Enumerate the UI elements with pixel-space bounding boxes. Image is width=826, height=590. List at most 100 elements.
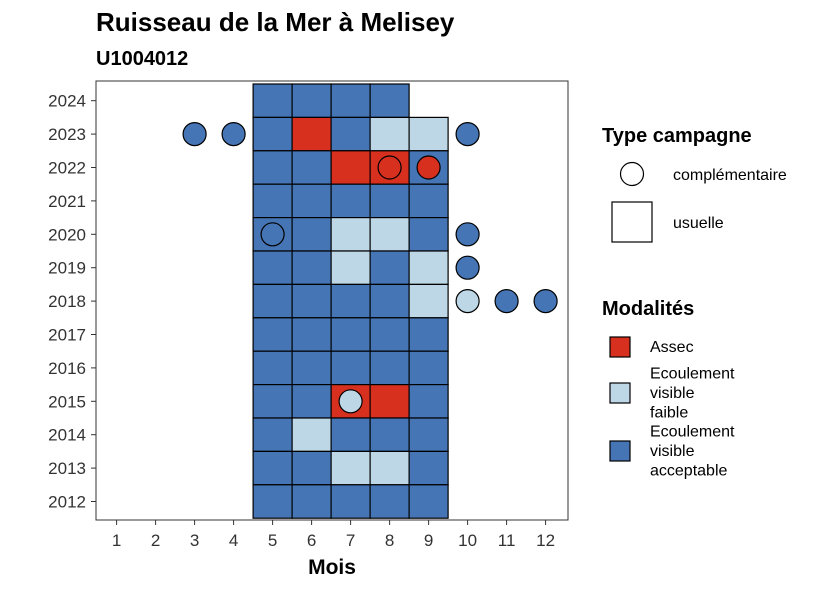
legend-modalites-title: Modalités [602, 298, 694, 320]
tile-2023-9 [408, 116, 449, 152]
tile-2021-5 [252, 183, 293, 219]
x-tick-label: 1 [112, 531, 121, 550]
x-tick-label: 10 [458, 531, 477, 550]
tile-2021-6 [291, 183, 332, 219]
tile-2014-7 [330, 417, 371, 453]
tile-2018-9 [408, 283, 449, 319]
tile-2016-5 [252, 350, 293, 386]
chart-title: Ruisseau de la Mer à Melisey [96, 7, 455, 37]
legend-type-title: Type campagne [602, 125, 752, 147]
tile-2013-9 [408, 450, 449, 486]
tile-2014-9 [408, 417, 449, 453]
tile-2019-9 [408, 250, 449, 286]
legend-label-line: faible [650, 405, 688, 422]
legend-label-complementaire: complémentaire [673, 167, 787, 184]
tile-2015-6 [291, 384, 332, 419]
tile-2023-8 [369, 116, 410, 152]
tile-2024-6 [291, 83, 332, 119]
x-tick-label: 8 [385, 531, 394, 550]
tile-2012-6 [291, 484, 332, 519]
tile-2012-9 [408, 484, 449, 519]
tile-2017-6 [291, 317, 332, 352]
tile-2016-9 [408, 350, 449, 386]
y-tick-label: 2019 [48, 259, 86, 278]
tile-2014-8 [369, 417, 410, 453]
legend-label-line: Assec [650, 339, 694, 356]
point-2023-4 [221, 122, 246, 147]
legend-key-square [611, 201, 653, 243]
tile-2017-5 [252, 317, 293, 352]
y-axis: 2012 2013 2014 2015 2016 2017 2018 2019 2020 2021… [48, 92, 96, 512]
tile-2019-6 [291, 250, 332, 286]
legend: Type campagne complémentaire usuelle Modali… [602, 125, 787, 480]
legend-key-2 [609, 440, 631, 462]
y-tick-label: 2014 [48, 426, 86, 445]
legend-label-line: visible [650, 385, 695, 402]
tile-2020-6 [291, 217, 332, 252]
y-tick-label: 2015 [48, 392, 86, 411]
tile-2024-5 [252, 83, 293, 119]
tile-2024-8 [369, 83, 410, 119]
tile-2019-8 [369, 250, 410, 286]
legend-label-usuelle: usuelle [673, 215, 724, 232]
x-tick-label: 2 [151, 531, 160, 550]
legend-label-line: acceptable [650, 463, 727, 480]
point-2019-10 [455, 255, 480, 280]
tile-2013-6 [291, 450, 332, 486]
chart-subtitle: U1004012 [96, 48, 188, 70]
y-tick-label: 2024 [48, 92, 86, 111]
tile-2021-8 [369, 183, 410, 219]
point-2018-10 [455, 289, 480, 314]
tile-2020-8 [369, 217, 410, 252]
point-2020-5 [260, 222, 285, 247]
tile-2012-8 [369, 484, 410, 519]
tile-2022-5 [252, 150, 293, 185]
y-tick-label: 2020 [48, 225, 86, 244]
tile-2015-8 [369, 384, 410, 419]
legend-label-line: visible [650, 443, 695, 460]
point-2018-12 [533, 289, 558, 314]
y-tick-label: 2021 [48, 192, 86, 211]
tile-2012-5 [252, 484, 293, 519]
plot-area [182, 83, 558, 519]
legend-key-1 [609, 382, 631, 404]
y-tick-label: 2017 [48, 326, 86, 345]
y-tick-label: 2013 [48, 459, 86, 478]
tile-2021-9 [408, 183, 449, 219]
panel-border [95, 80, 569, 521]
tile-2017-7 [330, 317, 371, 352]
tile-2013-5 [252, 450, 293, 486]
x-axis-label: Mois [308, 556, 356, 579]
legend-label-line: Ecoulement [650, 366, 735, 383]
tile-2016-7 [330, 350, 371, 386]
legend-label-line: Ecoulement [650, 424, 735, 441]
y-tick-label: 2018 [48, 292, 86, 311]
point-2022-9 [416, 155, 441, 180]
y-tick-label: 2012 [48, 493, 86, 512]
point-2022-8 [377, 155, 402, 180]
point-2018-11 [494, 289, 519, 314]
tile-2013-7 [330, 450, 371, 486]
tile-2019-7 [330, 250, 371, 286]
x-tick-label: 5 [268, 531, 277, 550]
tile-2014-6 [291, 417, 332, 453]
x-tick-label: 11 [498, 531, 516, 550]
point-2015-7 [338, 389, 363, 414]
y-tick-label: 2022 [48, 159, 86, 178]
y-tick-label: 2023 [48, 125, 86, 144]
legend-key-0 [609, 336, 631, 358]
tile-2022-6 [291, 150, 332, 185]
tile-2016-6 [291, 350, 332, 386]
tile-2018-8 [369, 283, 410, 319]
point-2020-10 [455, 222, 480, 247]
tile-2023-5 [252, 116, 293, 152]
tile-2022-7 [330, 150, 371, 185]
tile-2023-6 [291, 116, 332, 152]
tile-2021-7 [330, 183, 371, 219]
tile-2015-5 [252, 384, 293, 419]
x-tick-label: 12 [536, 531, 555, 550]
tile-2015-9 [408, 384, 449, 419]
x-tick-label: 6 [307, 531, 316, 550]
tile-2013-8 [369, 450, 410, 486]
